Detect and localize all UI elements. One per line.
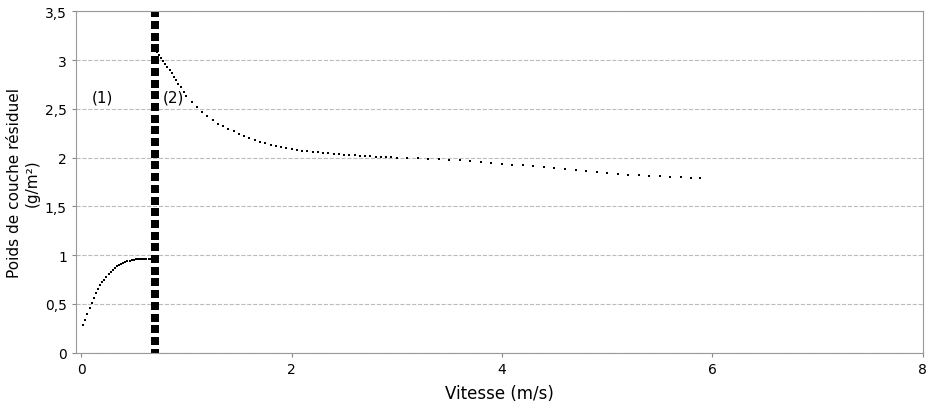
Y-axis label: Poids de couche résiduel
(g/m²): Poids de couche résiduel (g/m²)	[7, 88, 39, 277]
Text: (1): (1)	[92, 90, 113, 106]
Text: (2): (2)	[163, 90, 185, 106]
X-axis label: Vitesse (m/s): Vitesse (m/s)	[445, 384, 554, 402]
